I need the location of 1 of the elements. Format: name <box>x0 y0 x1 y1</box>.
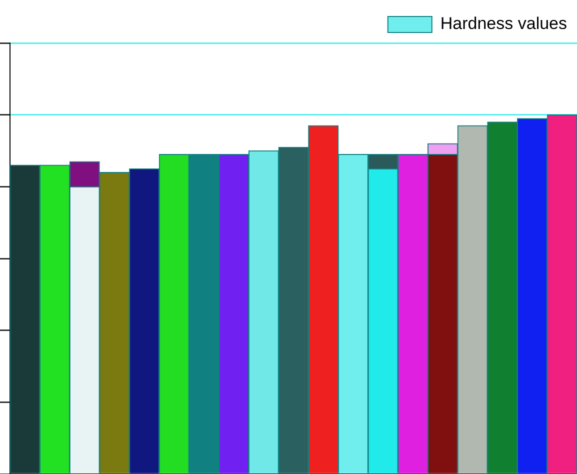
legend-label: Hardness values <box>440 14 568 34</box>
